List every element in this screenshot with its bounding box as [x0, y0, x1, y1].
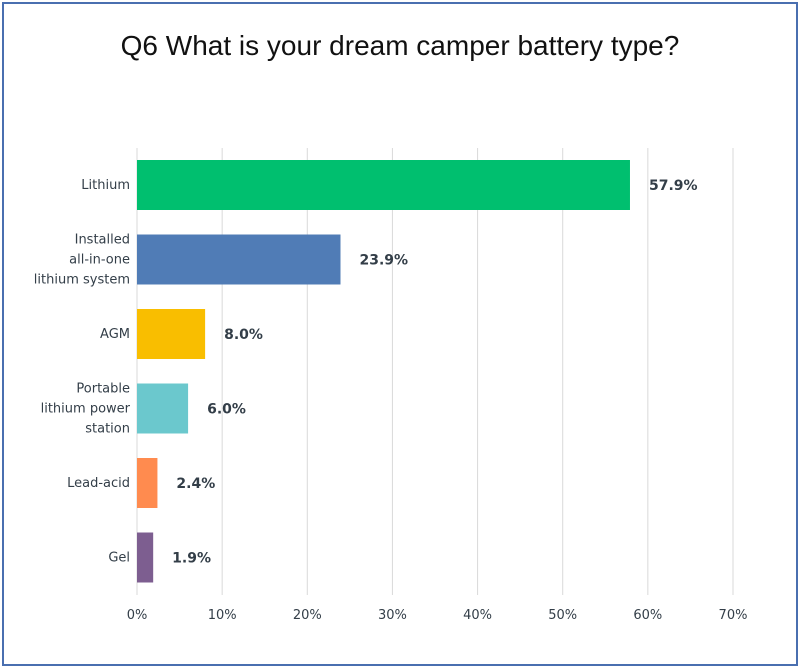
- bar: [137, 234, 341, 285]
- category-label: Lithium: [81, 178, 130, 193]
- x-tick-label: 20%: [293, 608, 322, 623]
- x-tick-label: 70%: [719, 608, 748, 623]
- x-tick-label: 0%: [127, 608, 148, 623]
- data-label: 57.9%: [649, 178, 698, 194]
- x-tick-label: 60%: [633, 608, 662, 623]
- data-label: 2.4%: [176, 476, 215, 492]
- category-label: AGM: [100, 327, 130, 342]
- x-tick-label: 30%: [378, 608, 407, 623]
- x-tick-label: 50%: [548, 608, 577, 623]
- x-tick-label: 10%: [208, 608, 237, 623]
- data-label: 1.9%: [172, 551, 211, 567]
- category-label: Portable lithium power station: [41, 382, 131, 437]
- bar: [137, 309, 206, 359]
- bar: [137, 383, 189, 434]
- chart-title: Q6 What is your dream camper battery typ…: [120, 30, 680, 61]
- data-label: 23.9%: [359, 253, 408, 269]
- category-label: Lead-acid: [67, 476, 130, 491]
- data-label: 8.0%: [224, 327, 263, 343]
- bar: [137, 532, 154, 583]
- category-label: Gel: [108, 551, 130, 566]
- data-label: 6.0%: [207, 402, 246, 418]
- bar: [137, 458, 158, 508]
- bar: [137, 160, 630, 210]
- x-tick-label: 40%: [463, 608, 492, 623]
- category-label: Installed all-in-one lithium system: [34, 233, 130, 288]
